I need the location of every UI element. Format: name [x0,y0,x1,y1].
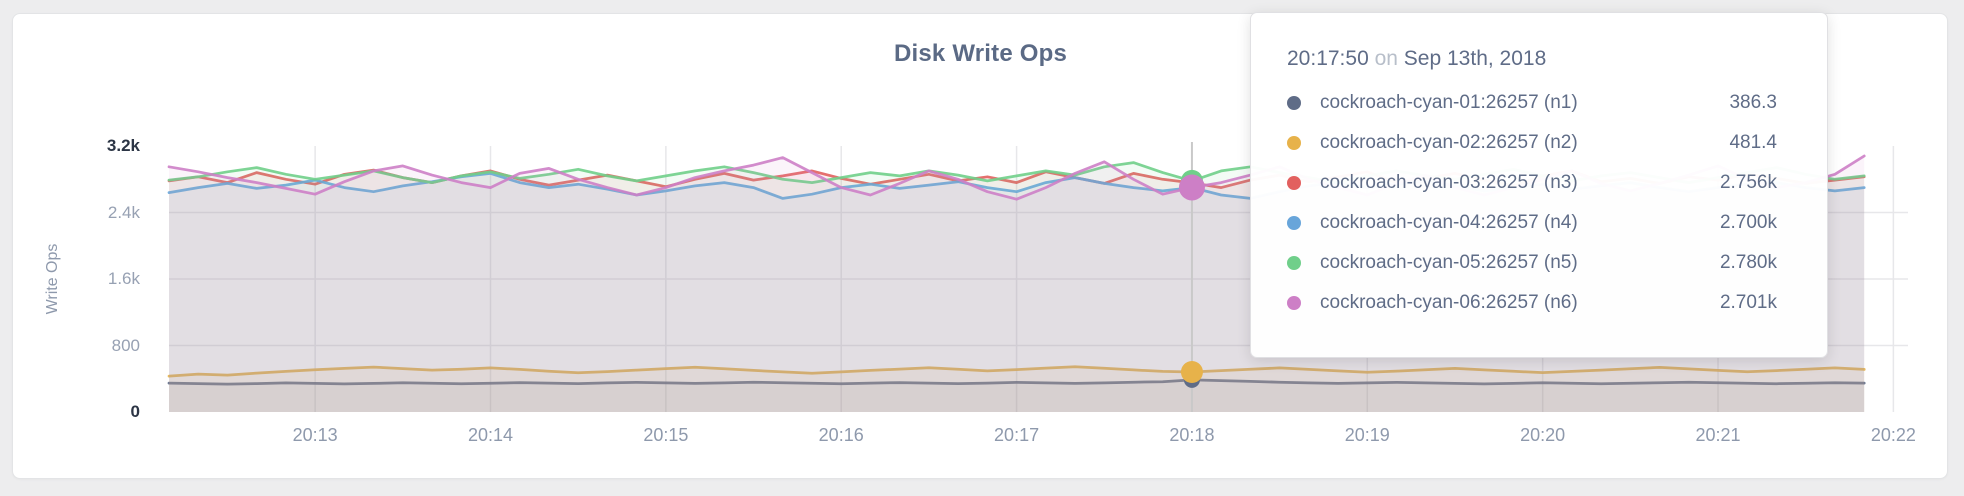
x-tick-label: 20:20 [1520,425,1566,445]
series-name: cockroach-cyan-05:26257 (n5) [1320,252,1578,273]
tooltip-series-row: cockroach-cyan-02:26257 (n2) 481.4 [1287,123,1777,163]
series-value: 386.3 [1729,92,1777,113]
tooltip-date: Sep 13th, 2018 [1403,47,1547,70]
series-name: cockroach-cyan-01:26257 (n1) [1320,92,1578,113]
tooltip-series-row: cockroach-cyan-04:26257 (n4) 2.700k [1287,203,1777,243]
series-color-dot [1287,296,1301,310]
x-tick-label: 20:16 [818,425,864,445]
tooltip-series-row: cockroach-cyan-05:26257 (n5) 2.780k [1287,243,1777,283]
series-value: 481.4 [1729,132,1777,153]
y-tick-label: 800 [111,335,140,355]
series-value: 2.780k [1719,252,1777,273]
x-tick-label: 20:17 [994,425,1040,445]
x-tick-label: 20:15 [643,425,689,445]
x-tick-label: 20:22 [1870,425,1916,445]
y-tick-label: 2.4k [107,202,140,222]
tooltip-series-row: cockroach-cyan-06:26257 (n6) 2.701k [1287,283,1777,323]
hover-tooltip: 20:17:50 on Sep 13th, 2018 cockroach-cya… [1250,12,1828,358]
series-value: 2.701k [1719,292,1777,313]
x-tick-label: 20:21 [1695,425,1741,445]
x-tick-label: 20:19 [1344,425,1390,445]
series-value: 2.700k [1719,212,1777,233]
series-color-dot [1287,216,1301,230]
y-tick-label: 1.6k [107,269,140,288]
series-color-dot [1287,176,1301,190]
y-tick-label: 3.2k [106,136,140,155]
tooltip-time: 20:17:50 [1287,47,1369,70]
tooltip-series-row: cockroach-cyan-03:26257 (n3) 2.756k [1287,163,1777,203]
series-name: cockroach-cyan-03:26257 (n3) [1320,172,1578,193]
chart-title: Disk Write Ops [893,40,1068,67]
x-tick-label: 20:13 [292,425,338,445]
tooltip-timestamp: 20:17:50 on Sep 13th, 2018 [1287,47,1777,71]
series-color-dot [1287,96,1301,110]
series-value: 2.756k [1719,172,1777,193]
tooltip-series-row: cockroach-cyan-01:26257 (n1) 386.3 [1287,83,1777,123]
x-tick-label: 20:18 [1169,425,1215,445]
series-name: cockroach-cyan-04:26257 (n4) [1320,212,1578,233]
series-name: cockroach-cyan-02:26257 (n2) [1320,132,1578,153]
x-tick-label: 20:14 [467,425,513,445]
tooltip-on-word: on [1374,47,1398,70]
y-tick-label: 0 [130,402,140,421]
series-color-dot [1287,136,1301,150]
series-color-dot [1287,256,1301,270]
series-name: cockroach-cyan-06:26257 (n6) [1320,292,1578,313]
